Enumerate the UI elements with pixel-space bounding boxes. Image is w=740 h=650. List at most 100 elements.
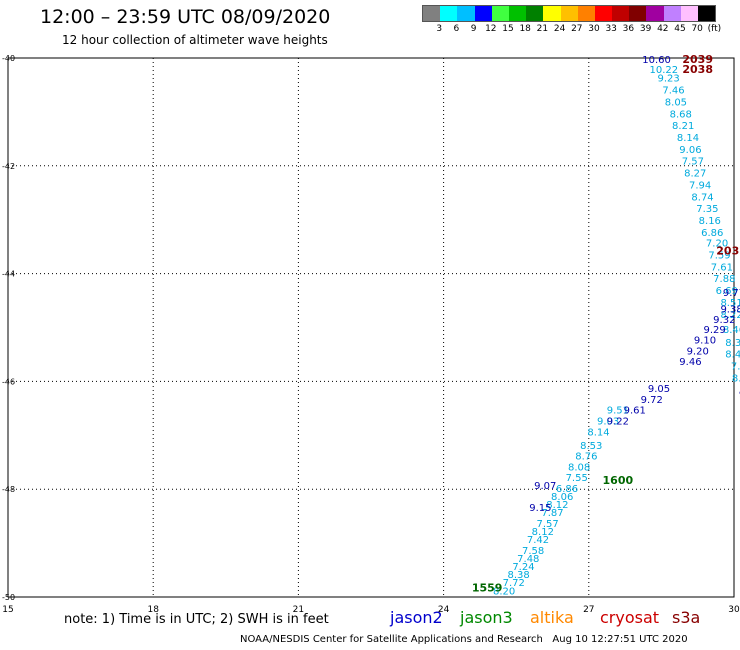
legend-swatch [560,6,578,21]
wave-height-label: 9.32 [713,315,735,326]
time-labels: 203920382037160015591 [472,53,740,595]
wave-height-label: 9.22 [607,417,629,428]
wave-height-label: 9. [739,390,740,401]
wave-height-label: 9.38 [720,304,740,315]
time-label: 1559 [472,582,503,595]
longitude-label: 24 [438,605,450,615]
credit-timestamp: Aug 10 12:27:51 UTC 2020 [552,634,688,645]
wave-height-label: 7.59 [708,251,730,262]
longitude-label: 21 [293,605,304,615]
wave-height-label: 10.60 [642,55,671,66]
wave-height-label: 8.4 [732,373,740,384]
wave-height-label: 9.72 [641,395,663,406]
legend-swatch [629,6,647,21]
wave-height-label: 6.69 [716,286,738,297]
wave-height-label: 9.61 [624,406,646,417]
latitude-label: -42 [2,162,15,171]
legend-swatch [680,6,698,21]
wave-height-label: 7.46 [662,86,684,97]
page-subtitle: 12 hour collection of altimeter wave hei… [62,33,328,47]
time-label: 2039 [682,53,713,66]
wave-height-label: 8.22 [720,310,740,321]
wave-height-label: 9.07 [534,481,556,492]
wave-height-label: 8.20 [493,586,515,597]
legend-label: 15 [502,24,514,34]
wave-height-label: 8.05 [665,97,687,108]
legend-label: 39 [639,24,652,34]
latitude-label: -50 [2,593,15,602]
legend-swatch [612,6,630,21]
wave-height-label: 7.58 [522,546,544,557]
legend-label: 27 [571,24,583,34]
wave-height-label: 6.86 [701,228,723,239]
legend-label: 30 [588,24,600,34]
map-frame [7,57,735,598]
wave-height-label: 7.9 [731,362,740,373]
wave-height-label: 8.08 [568,462,590,473]
longitude-label: 18 [147,605,159,615]
legend-label: 70 [691,24,703,34]
wave-height-label: 7.72 [503,578,525,589]
longitude-label: 27 [583,605,594,615]
legend-label: 24 [553,24,566,34]
legend-label: 21 [536,24,549,34]
page-title: 12:00 – 23:59 UTC 08/09/2020 [40,6,331,28]
legend-label: (ft) [707,24,722,34]
legend-swatch [457,6,475,21]
legend-swatch [663,6,681,21]
wave-height-label: 7.42 [527,535,549,546]
legend-label: 18 [519,24,531,34]
wave-height-label: 8.06 [551,492,573,503]
longitude-labels: 15 18 21 24 27 30 [2,605,740,615]
wave-height-label: 8.16 [699,216,721,227]
latitude-label: -46 [2,377,15,386]
legend-label: 12 [485,24,497,34]
satellite-cryosat: cryosat [600,608,660,627]
footer-note: note: 1) Time is in UTC; 2) SWH is in fe… [64,612,329,627]
map-grid [7,57,735,598]
wave-height-label: 7.55 [566,473,588,484]
wave-height-label: 8.27 [684,169,706,180]
legend-swatch [577,6,595,21]
wave-height-label: 8.21 [672,121,694,132]
wave-height-label: 10.22 [649,65,678,76]
wave-height-label: 8.12 [532,527,554,538]
legend-swatch [543,6,561,21]
legend-swatches [422,5,717,22]
legend-swatch [594,6,613,21]
wave-height-label: 7.61 [711,262,733,273]
wave-height-label: 8.76 [575,452,597,463]
wave-height-label: 8.68 [670,109,692,120]
legend-swatch [698,6,716,21]
satellite-altika: altika [530,608,574,627]
wave-height-label: 9.29 [704,325,726,336]
wave-height-label: 8.51 [720,298,740,309]
wave-height-label: 7.35 [696,204,718,215]
wave-height-label: 9.10 [694,336,716,347]
wave-height-label: 9.06 [679,145,701,156]
legend-swatch [491,6,509,21]
color-legend: 3 6 9 12 15 18 21 24 27 30 33 36 39 42 45 70 (ft) [422,5,721,36]
time-label: 1600 [603,474,634,487]
legend-swatch [440,6,458,21]
legend-swatch [423,6,441,21]
wave-height-label: 7.57 [537,519,559,530]
wave-height-points: 10.229.237.468.058.688.218.149.067.578.2… [493,55,740,597]
legend-label: 33 [605,24,617,34]
legend-swatch [526,6,544,21]
wave-height-label: 8.53 [580,441,602,452]
wave-height-label: 8.38 [507,570,529,581]
latitude-label: -44 [2,270,15,279]
latitude-label: -48 [2,485,15,494]
credit-text: NOAA/NESDIS Center for Satellite Applica… [240,634,543,645]
wave-height-label: 9.77 [723,288,740,299]
legend-labels: 3 6 9 12 15 18 21 24 27 30 33 36 39 42 45 70 (ft) [422,22,721,36]
wave-height-label: 7.94 [689,180,711,191]
wave-height-label: 9.46 [679,357,701,368]
satellite-jason3: jason3 [460,608,513,627]
wave-height-label: 8.74 [691,192,713,203]
wave-height-label: 7.87 [541,508,563,519]
satellite-s3a: s3a [672,608,701,627]
latitude-label: -40 [2,54,15,63]
